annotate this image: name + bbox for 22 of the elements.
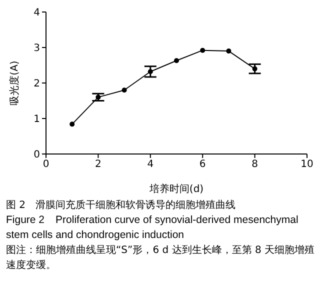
y-tick-label: 3 xyxy=(34,43,40,54)
x-tick-label: 4 xyxy=(147,159,154,170)
point xyxy=(122,88,127,93)
point xyxy=(174,58,179,64)
y-tick-label: 2 xyxy=(34,78,40,90)
point xyxy=(200,48,206,53)
y-axis-title: 吸光度(A) xyxy=(8,60,21,106)
x-tick-label: 6 xyxy=(199,159,206,170)
x-tick-label: 2 xyxy=(95,159,102,170)
y-tick-label: 4 xyxy=(34,8,40,19)
x-axis-title: 培养时间(d) xyxy=(148,183,204,195)
point xyxy=(148,69,153,74)
y-tick-label: 1 xyxy=(34,114,40,126)
point xyxy=(226,48,232,54)
text: Figure 2 Proliferation curve of synovial-derived mesenchymal stem cells and chondrogenic induction xyxy=(6,213,300,243)
x-tick-label: 8 xyxy=(252,159,258,170)
text: 图注：细胞增殖曲线呈现“S”形，6 d 达到生长峰，至第 8 天细胞增殖速度变缓。 xyxy=(6,244,316,273)
x-tick-label: 10 xyxy=(300,159,314,170)
x-tick-label: 0 xyxy=(42,159,50,170)
y-tick-label: 0 xyxy=(34,150,40,161)
point xyxy=(70,122,75,127)
text: 图 2 滑膜间充质干细胞和软骨诱导的细胞增殖曲线 xyxy=(6,198,237,213)
